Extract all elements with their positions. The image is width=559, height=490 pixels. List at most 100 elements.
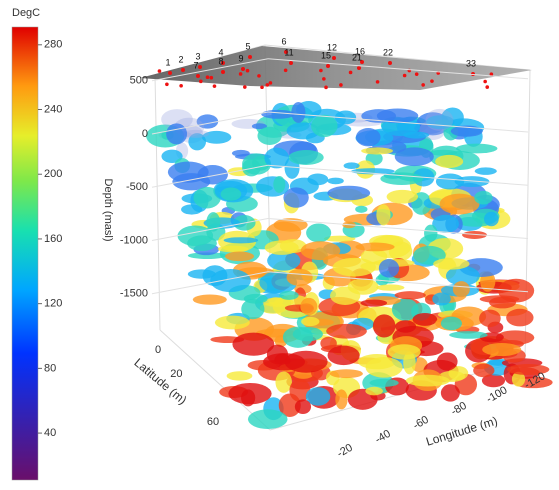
volume-blob xyxy=(196,114,219,129)
volume-blob xyxy=(283,187,309,208)
volume-blob xyxy=(332,257,376,277)
well-head xyxy=(483,79,487,84)
volume-blob xyxy=(301,316,320,327)
volume-blob xyxy=(511,371,526,387)
volume-blob xyxy=(474,190,493,205)
well-head xyxy=(322,77,326,81)
x-axis-label: Longitude (m) xyxy=(424,414,499,449)
volume-blob xyxy=(288,150,324,165)
well-head xyxy=(326,64,330,68)
well-head xyxy=(284,50,288,54)
volume-blob xyxy=(327,345,360,366)
well-label: 1 xyxy=(165,57,170,67)
z-grid-line xyxy=(151,218,269,241)
volume-blob xyxy=(273,175,286,193)
volume-blob xyxy=(473,363,495,378)
z-grid-line xyxy=(267,271,529,293)
z-grid-line xyxy=(267,58,529,80)
volume-blob xyxy=(323,235,356,242)
well-head xyxy=(489,72,494,76)
volume-blob xyxy=(343,162,360,169)
volume-blob xyxy=(474,167,497,175)
volume-blob xyxy=(193,186,221,209)
volume-blob xyxy=(161,109,193,130)
x-tick-label: -20 xyxy=(335,442,355,460)
well-head xyxy=(209,75,214,80)
well-head xyxy=(179,83,183,88)
well-head xyxy=(196,74,200,78)
volume-blob xyxy=(226,371,253,381)
volume-blob xyxy=(305,387,331,406)
y-axis-label: Latitude (m) xyxy=(132,355,190,407)
volume-blob xyxy=(267,250,301,271)
volume-blob xyxy=(445,266,480,286)
volume-blob xyxy=(425,108,454,131)
z-tick-label: -500 xyxy=(126,181,148,193)
well-label: 5 xyxy=(245,41,250,51)
z-tick-label: 500 xyxy=(130,75,148,87)
volume-blob xyxy=(231,149,250,157)
z-tick-label: 0 xyxy=(142,128,148,140)
volume-blob xyxy=(181,204,203,215)
volume-blob xyxy=(214,315,250,330)
well-label: 33 xyxy=(466,58,476,68)
volume-blob xyxy=(452,281,470,298)
x-tick-label: -40 xyxy=(373,428,393,446)
volume-blob xyxy=(394,147,434,167)
volume-blob xyxy=(394,291,426,300)
colorbar-tick-label: 240 xyxy=(44,103,62,115)
x-tick-label: -80 xyxy=(449,400,469,418)
y-tick-label: 20 xyxy=(170,368,182,380)
volume-blob xyxy=(327,177,344,185)
volume-blob xyxy=(481,373,506,388)
volume-blob xyxy=(187,252,227,259)
volume-blob xyxy=(424,224,438,242)
colorbar-title: DegC xyxy=(12,7,40,19)
well-head xyxy=(245,68,250,73)
volume-blob xyxy=(355,242,395,252)
volume-blob xyxy=(365,386,383,396)
topography-surface xyxy=(140,46,532,90)
well-head xyxy=(430,79,434,83)
well-label: 3 xyxy=(195,51,200,61)
well-head xyxy=(243,85,247,89)
colorbar-tick-label: 160 xyxy=(44,233,62,245)
volume-blob xyxy=(432,292,451,306)
volume-blob xyxy=(495,330,535,345)
well-head xyxy=(375,80,380,84)
volume-blob xyxy=(433,258,470,270)
z-tick-label: -1000 xyxy=(120,234,148,246)
volume-blob xyxy=(412,313,438,326)
colorbar-tick-label: 80 xyxy=(44,362,56,374)
well-label: 9 xyxy=(238,53,243,63)
well-label: 22 xyxy=(383,47,393,57)
volume-blob xyxy=(449,331,488,339)
volume-blob xyxy=(326,323,367,339)
volume-blob xyxy=(376,204,391,226)
volume-blob xyxy=(294,399,312,415)
volume-blob xyxy=(479,309,501,328)
volume-blob xyxy=(210,269,251,293)
volume-blob xyxy=(166,123,188,145)
volume-blob xyxy=(386,189,419,204)
volume-blob xyxy=(395,320,417,333)
well-head xyxy=(357,66,361,70)
well-head xyxy=(388,61,392,65)
volume-blob xyxy=(300,241,341,261)
volume-blob xyxy=(247,409,288,429)
volume-blob xyxy=(335,389,348,410)
volume-blob xyxy=(376,284,405,291)
volume-blob xyxy=(188,133,207,151)
well-label: 11 xyxy=(284,47,293,57)
volume-blob xyxy=(273,218,308,232)
volume-blob xyxy=(307,173,329,186)
volume-blob xyxy=(378,258,400,278)
z-grid-line xyxy=(151,58,269,82)
volume-blob xyxy=(387,344,421,360)
volume-blob xyxy=(360,299,388,307)
volume-blob xyxy=(224,251,255,262)
well-head xyxy=(199,79,203,84)
volume-blob xyxy=(279,290,299,300)
volume-blob xyxy=(217,245,249,253)
